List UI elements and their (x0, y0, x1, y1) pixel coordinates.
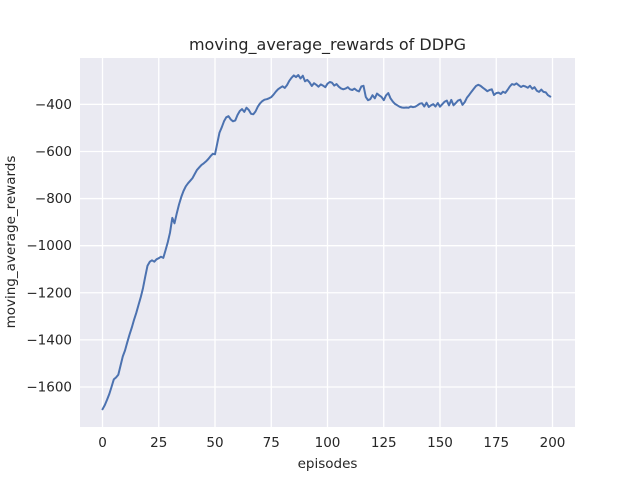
x-axis-label: episodes (297, 456, 358, 472)
y-tick-label: −600 (35, 144, 72, 160)
x-tick-label: 75 (263, 435, 280, 451)
x-tick-label: 150 (427, 435, 453, 451)
x-tick-labels: 0 25 50 75 100 125 150 175 200 (98, 435, 565, 451)
y-axis-label: moving_average_rewards (3, 155, 19, 329)
y-tick-label: −1400 (26, 332, 72, 348)
y-tick-label: −1000 (26, 238, 72, 254)
y-tick-label: −400 (35, 97, 72, 113)
chart-title: moving_average_rewards of DDPG (188, 35, 467, 54)
grid-lines (80, 58, 575, 427)
x-tick-label: 200 (540, 435, 566, 451)
y-tick-label: −1600 (26, 379, 72, 395)
x-tick-label: 50 (206, 435, 223, 451)
x-tick-label: 125 (371, 435, 397, 451)
y-tick-labels: −1600 −1400 −1200 −1000 −800 −600 −400 (26, 97, 72, 396)
reward-line-series (101, 74, 552, 411)
y-tick-label: −1200 (26, 285, 72, 301)
x-tick-label: 175 (483, 435, 509, 451)
series-layer (101, 74, 552, 411)
x-tick-label: 0 (98, 435, 107, 451)
x-tick-label: 25 (150, 435, 167, 451)
x-tick-label: 100 (315, 435, 341, 451)
y-tick-label: −800 (35, 191, 72, 207)
